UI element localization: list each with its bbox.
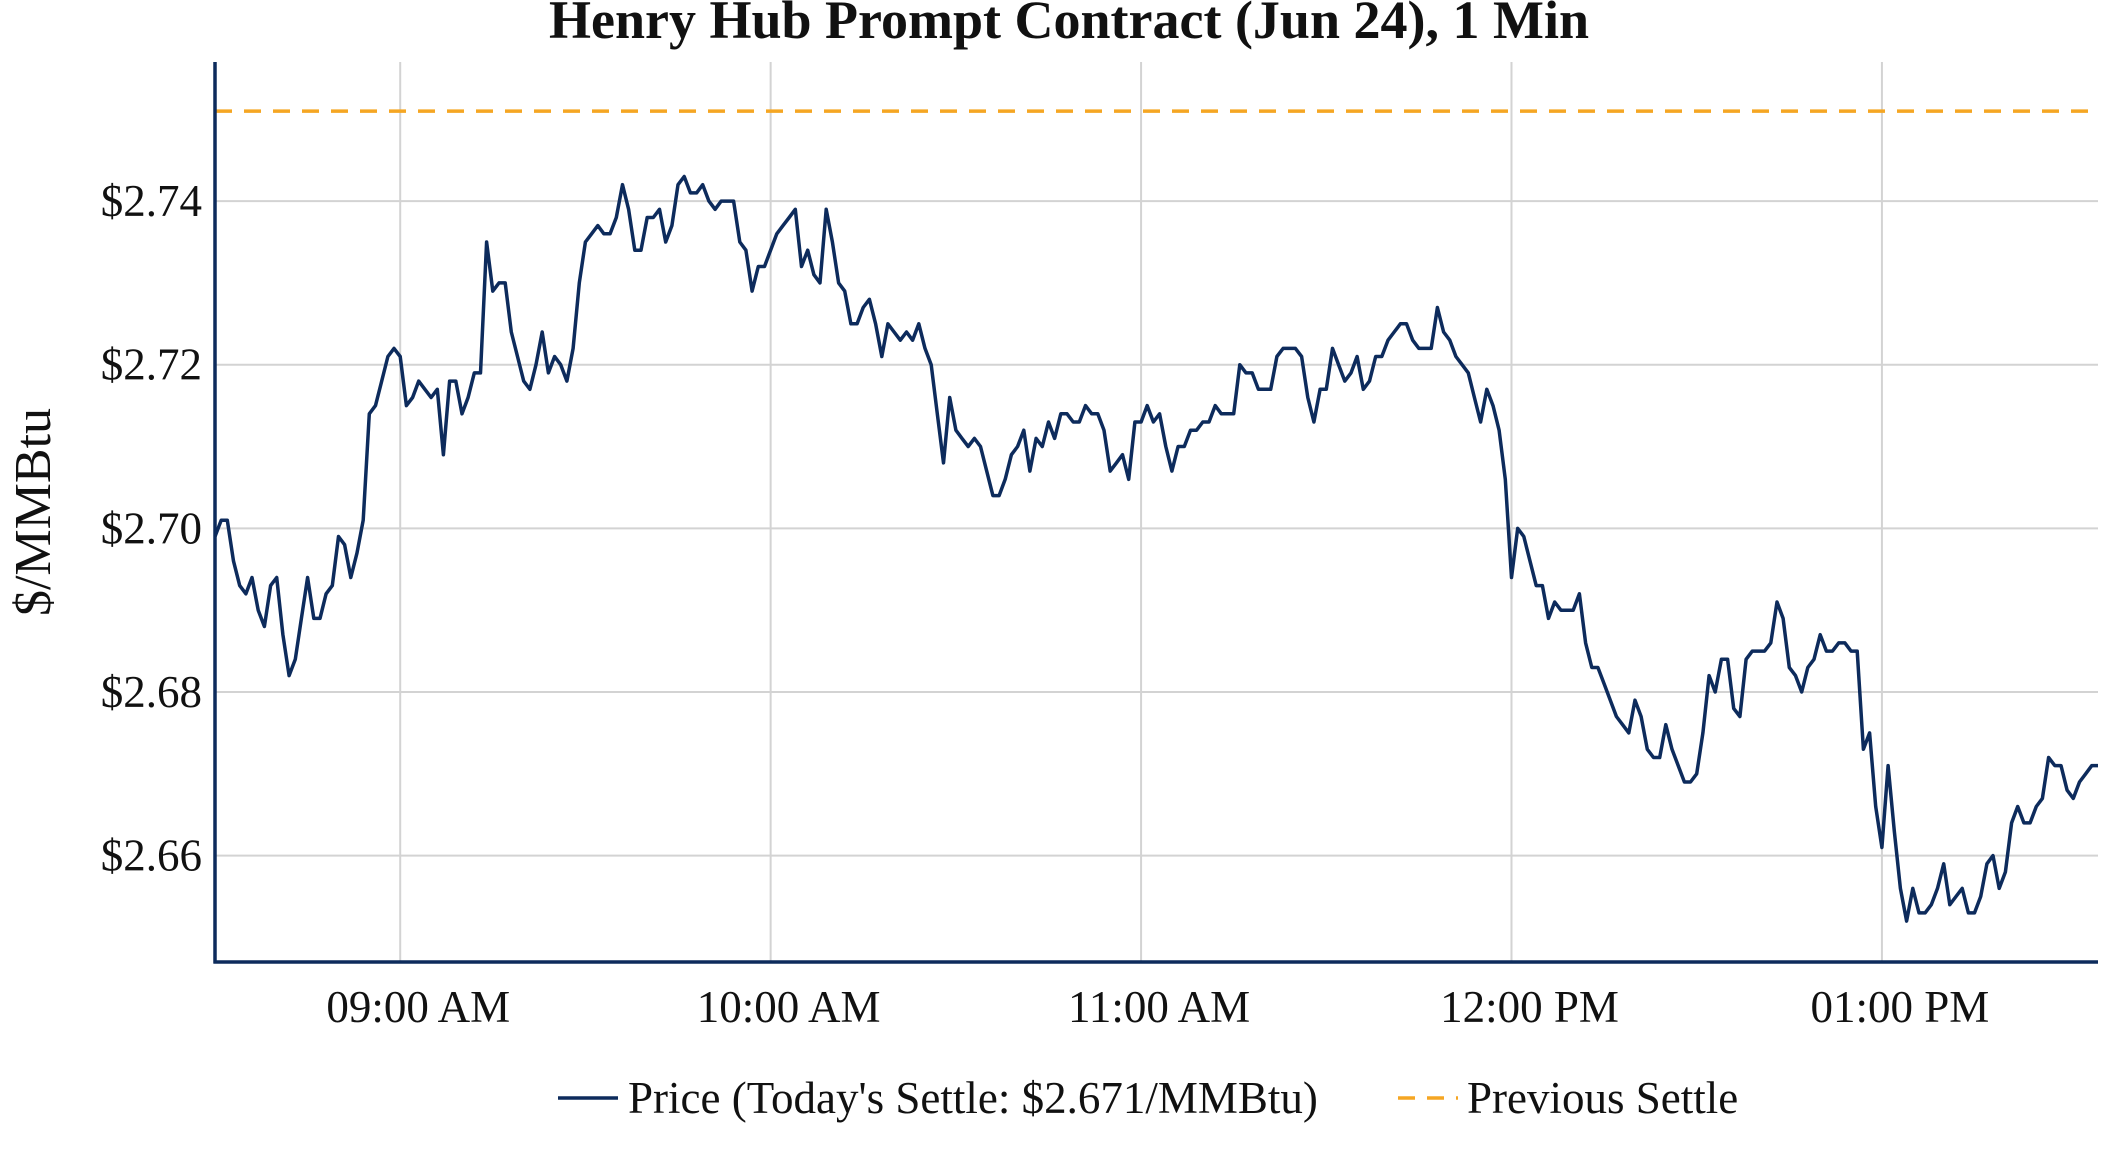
y-tick-label: $2.68 bbox=[101, 667, 202, 717]
x-tick-label: 12:00 PM bbox=[1440, 982, 1619, 1032]
y-axis-title: $/MMBtu bbox=[5, 408, 62, 616]
x-tick-label: 10:00 AM bbox=[697, 982, 881, 1032]
grid bbox=[215, 62, 2098, 962]
price-line bbox=[213, 174, 2098, 923]
y-tick-label: $2.66 bbox=[101, 831, 202, 881]
x-tick-label: 11:00 AM bbox=[1068, 982, 1250, 1032]
legend-price-label: Price (Today's Settle: $2.671/MMBtu) bbox=[628, 1073, 1318, 1123]
legend-prev-settle-label: Previous Settle bbox=[1467, 1073, 1738, 1123]
y-tick-label: $2.74 bbox=[101, 176, 202, 226]
tick-labels: $2.66 $2.68 $2.70 $2.72 $2.74 09:00 AM 10:00 A… bbox=[101, 176, 1990, 1032]
chart-title: Henry Hub Prompt Contract (Jun 24), 1 Mi… bbox=[549, 0, 1589, 50]
y-tick-label: $2.72 bbox=[101, 340, 202, 390]
y-tick-label: $2.70 bbox=[101, 503, 202, 553]
legend: Price (Today's Settle: $2.671/MMBtu) Prev… bbox=[558, 1073, 1738, 1123]
x-tick-label: 09:00 AM bbox=[326, 982, 510, 1032]
axes bbox=[213, 62, 2098, 964]
series-layer bbox=[213, 109, 2098, 923]
x-tick-label: 01:00 PM bbox=[1811, 982, 1990, 1032]
